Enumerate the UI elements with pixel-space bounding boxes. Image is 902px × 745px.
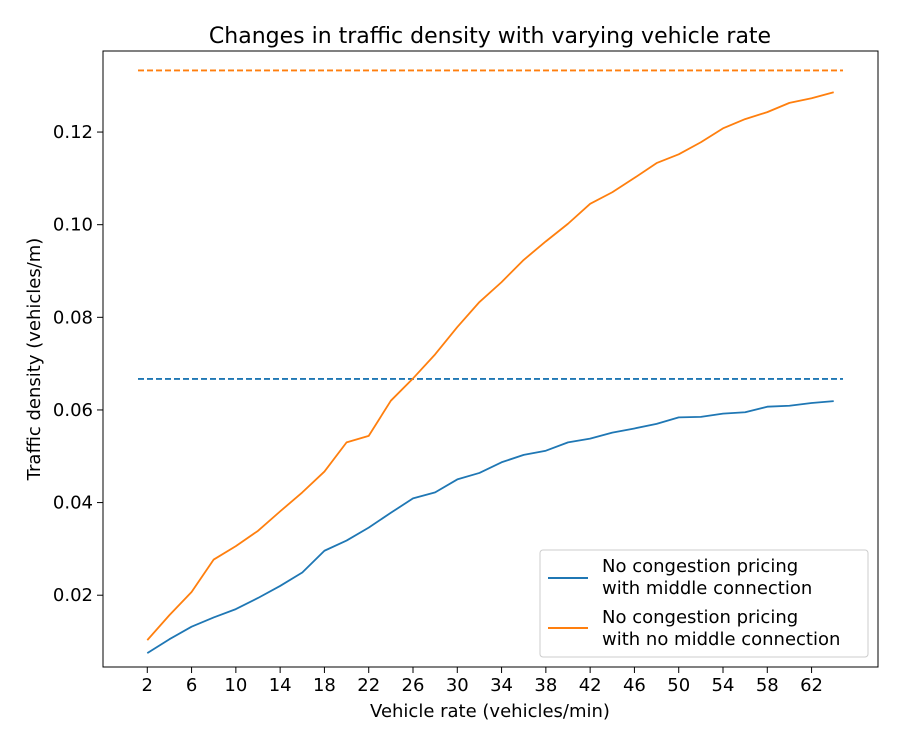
series-line-2 xyxy=(146,91,834,641)
x-tick-label: 58 xyxy=(756,675,779,696)
series-lines xyxy=(146,91,834,654)
x-tick-label: 34 xyxy=(490,675,513,696)
legend-label-1-line-1: No congestion pricing xyxy=(602,556,798,577)
x-tick-label: 38 xyxy=(534,675,557,696)
y-axis-ticks: 0.02 0.04 0.06 0.08 0.10 0.12 xyxy=(53,122,103,606)
reference-lines xyxy=(138,69,843,380)
x-axis-label: Vehicle rate (vehicles/min) xyxy=(370,701,610,722)
x-tick-label: 10 xyxy=(224,675,247,696)
legend-label-2-line-2: with no middle connection xyxy=(602,629,840,650)
x-tick-label: 2 xyxy=(142,675,153,696)
y-tick-label: 0.04 xyxy=(53,493,93,514)
plot-area xyxy=(102,50,879,668)
x-tick-label: 18 xyxy=(313,675,336,696)
x-tick-label: 42 xyxy=(579,675,602,696)
y-tick-label: 0.02 xyxy=(53,585,93,606)
x-tick-label: 14 xyxy=(269,675,292,696)
legend-label-1-line-2: with middle connection xyxy=(602,578,812,599)
y-tick-label: 0.08 xyxy=(53,307,93,328)
y-tick-label: 0.06 xyxy=(53,400,93,421)
x-tick-label: 30 xyxy=(446,675,469,696)
series-line-1 xyxy=(146,400,834,654)
legend-box xyxy=(539,549,869,658)
x-tick-label: 26 xyxy=(402,675,425,696)
y-axis-label: Traffic density (vehicles/m) xyxy=(24,238,45,482)
x-tick-label: 22 xyxy=(357,675,380,696)
y-tick-label: 0.12 xyxy=(53,122,93,143)
x-tick-label: 6 xyxy=(186,675,197,696)
legend-label-2-line-1: No congestion pricing xyxy=(602,607,798,628)
x-axis-ticks: 2 6 10 14 18 22 26 30 34 38 42 46 50 54 58 62 xyxy=(142,667,823,696)
x-tick-label: 54 xyxy=(712,675,735,696)
chart-title: Changes in traffic density with varying … xyxy=(209,24,771,49)
plot-frame xyxy=(102,50,879,668)
y-tick-label: 0.10 xyxy=(53,215,93,236)
x-tick-label: 50 xyxy=(667,675,690,696)
x-tick-label: 46 xyxy=(623,675,646,696)
x-tick-label: 62 xyxy=(800,675,823,696)
